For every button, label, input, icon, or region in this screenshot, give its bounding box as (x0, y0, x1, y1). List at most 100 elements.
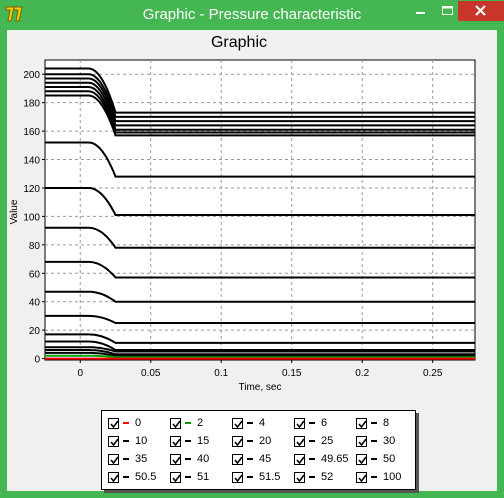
legend-item: 4 (232, 416, 265, 430)
checkmark-icon (234, 456, 243, 464)
legend-checkbox[interactable] (356, 453, 367, 465)
legend-checkbox[interactable] (170, 453, 181, 465)
series-line-20 (45, 314, 475, 324)
y-axis-label: Value (9, 199, 20, 224)
legend-checkbox[interactable] (108, 471, 119, 483)
legend-swatch (309, 422, 315, 424)
legend-swatch (371, 440, 377, 442)
legend-checkbox[interactable] (108, 417, 119, 429)
legend-checkbox[interactable] (108, 453, 119, 465)
legend-checkbox[interactable] (108, 435, 119, 447)
legend-item: 0 (108, 416, 141, 430)
legend-swatch (371, 476, 377, 478)
checkmark-icon (172, 456, 181, 464)
close-button[interactable] (458, 1, 504, 21)
legend-checkbox[interactable] (356, 417, 367, 429)
legend-checkbox[interactable] (170, 435, 181, 447)
checkmark-icon (110, 438, 119, 446)
x-tick-label: 0.25 (423, 368, 443, 379)
series-line-51-5 (45, 77, 475, 123)
legend-item: 30 (356, 434, 395, 448)
legend-item: 51 (170, 470, 209, 484)
y-axis: 0 20 40 60 80 100 120 140 160 180 200 (23, 70, 45, 366)
y-tick-label: 140 (23, 156, 40, 167)
legend-item: 6 (294, 416, 327, 430)
legend-swatch (123, 440, 129, 442)
legend-label: 25 (321, 435, 334, 447)
legend-swatch (185, 476, 191, 478)
legend-checkbox[interactable] (170, 417, 181, 429)
x-axis-label: Time, sec (239, 382, 282, 393)
legend-swatch (247, 440, 253, 442)
checkmark-icon (110, 474, 119, 482)
series-line-4 (45, 351, 475, 357)
title-bar: Graphic - Pressure characteristic (0, 0, 504, 30)
checkmark-icon (234, 438, 243, 446)
legend-swatch (247, 476, 253, 478)
legend-swatch (123, 422, 129, 424)
legend-checkbox[interactable] (294, 417, 305, 429)
maximize-icon (442, 6, 453, 15)
legend-item: 52 (294, 470, 333, 484)
legend-label: 4 (259, 417, 266, 429)
legend-item: 50 (356, 452, 395, 466)
legend-checkbox[interactable] (170, 471, 181, 483)
legend-label: 51.5 (259, 471, 281, 483)
legend-checkbox[interactable] (232, 453, 243, 465)
legend-checkbox[interactable] (356, 435, 367, 447)
legend-label: 45 (259, 453, 272, 465)
x-tick-label: 0.05 (141, 368, 161, 379)
series-line-6 (45, 349, 475, 356)
legend-item: 2 (170, 416, 203, 430)
legend-item: 15 (170, 434, 209, 448)
legend-label: 50.5 (135, 471, 157, 483)
legend-swatch (371, 422, 377, 424)
x-tick-label: 0.15 (282, 368, 302, 379)
series-line-100 (45, 67, 475, 114)
checkmark-icon (358, 474, 367, 482)
checkmark-icon (358, 420, 367, 428)
checkmark-icon (172, 474, 181, 482)
series-line-10 (45, 340, 475, 351)
app-icon[interactable] (5, 5, 23, 23)
legend-label: 20 (259, 435, 272, 447)
checkmark-icon (234, 420, 243, 428)
legend-label: 30 (383, 435, 396, 447)
legend-label: 15 (197, 435, 210, 447)
series-line-35 (45, 226, 475, 249)
legend-checkbox[interactable] (294, 453, 305, 465)
series-group (45, 67, 475, 360)
checkmark-icon (110, 456, 119, 464)
legend-item: 10 (108, 434, 147, 448)
pressure-chart: Graphic 0 20 40 60 80 100 120 140 160 180 200 0 0.0… (9, 34, 476, 393)
legend-label: 50 (383, 453, 396, 465)
y-tick-label: 20 (29, 326, 41, 337)
legend-checkbox[interactable] (356, 471, 367, 483)
legend-checkbox[interactable] (294, 435, 305, 447)
legend: 0 2 4 6 8 10 15 20 25 30 35 40 45 49.65 50 50.5 51 51.5 52… (101, 410, 416, 490)
minimize-button[interactable] (407, 1, 434, 21)
legend-label: 10 (135, 435, 148, 447)
close-icon (475, 5, 486, 16)
legend-checkbox[interactable] (232, 417, 243, 429)
legend-item: 51.5 (232, 470, 280, 484)
legend-checkbox[interactable] (232, 471, 243, 483)
legend-label: 100 (383, 471, 402, 483)
legend-label: 2 (197, 417, 204, 429)
legend-item: 25 (294, 434, 333, 448)
legend-swatch (309, 440, 315, 442)
series-line-51 (45, 81, 475, 127)
x-axis: 0 0.05 0.1 0.15 0.2 0.25 (77, 360, 443, 379)
y-tick-label: 100 (23, 212, 40, 223)
legend-label: 51 (197, 471, 210, 483)
series-line-40 (45, 187, 475, 216)
maximize-button[interactable] (434, 1, 461, 21)
chart-title: Graphic (211, 34, 267, 51)
legend-swatch (309, 476, 315, 478)
y-tick-label: 80 (29, 241, 41, 252)
series-line-25 (45, 290, 475, 303)
legend-swatch (185, 422, 191, 424)
legend-swatch (123, 458, 129, 460)
legend-checkbox[interactable] (294, 471, 305, 483)
legend-checkbox[interactable] (232, 435, 243, 447)
